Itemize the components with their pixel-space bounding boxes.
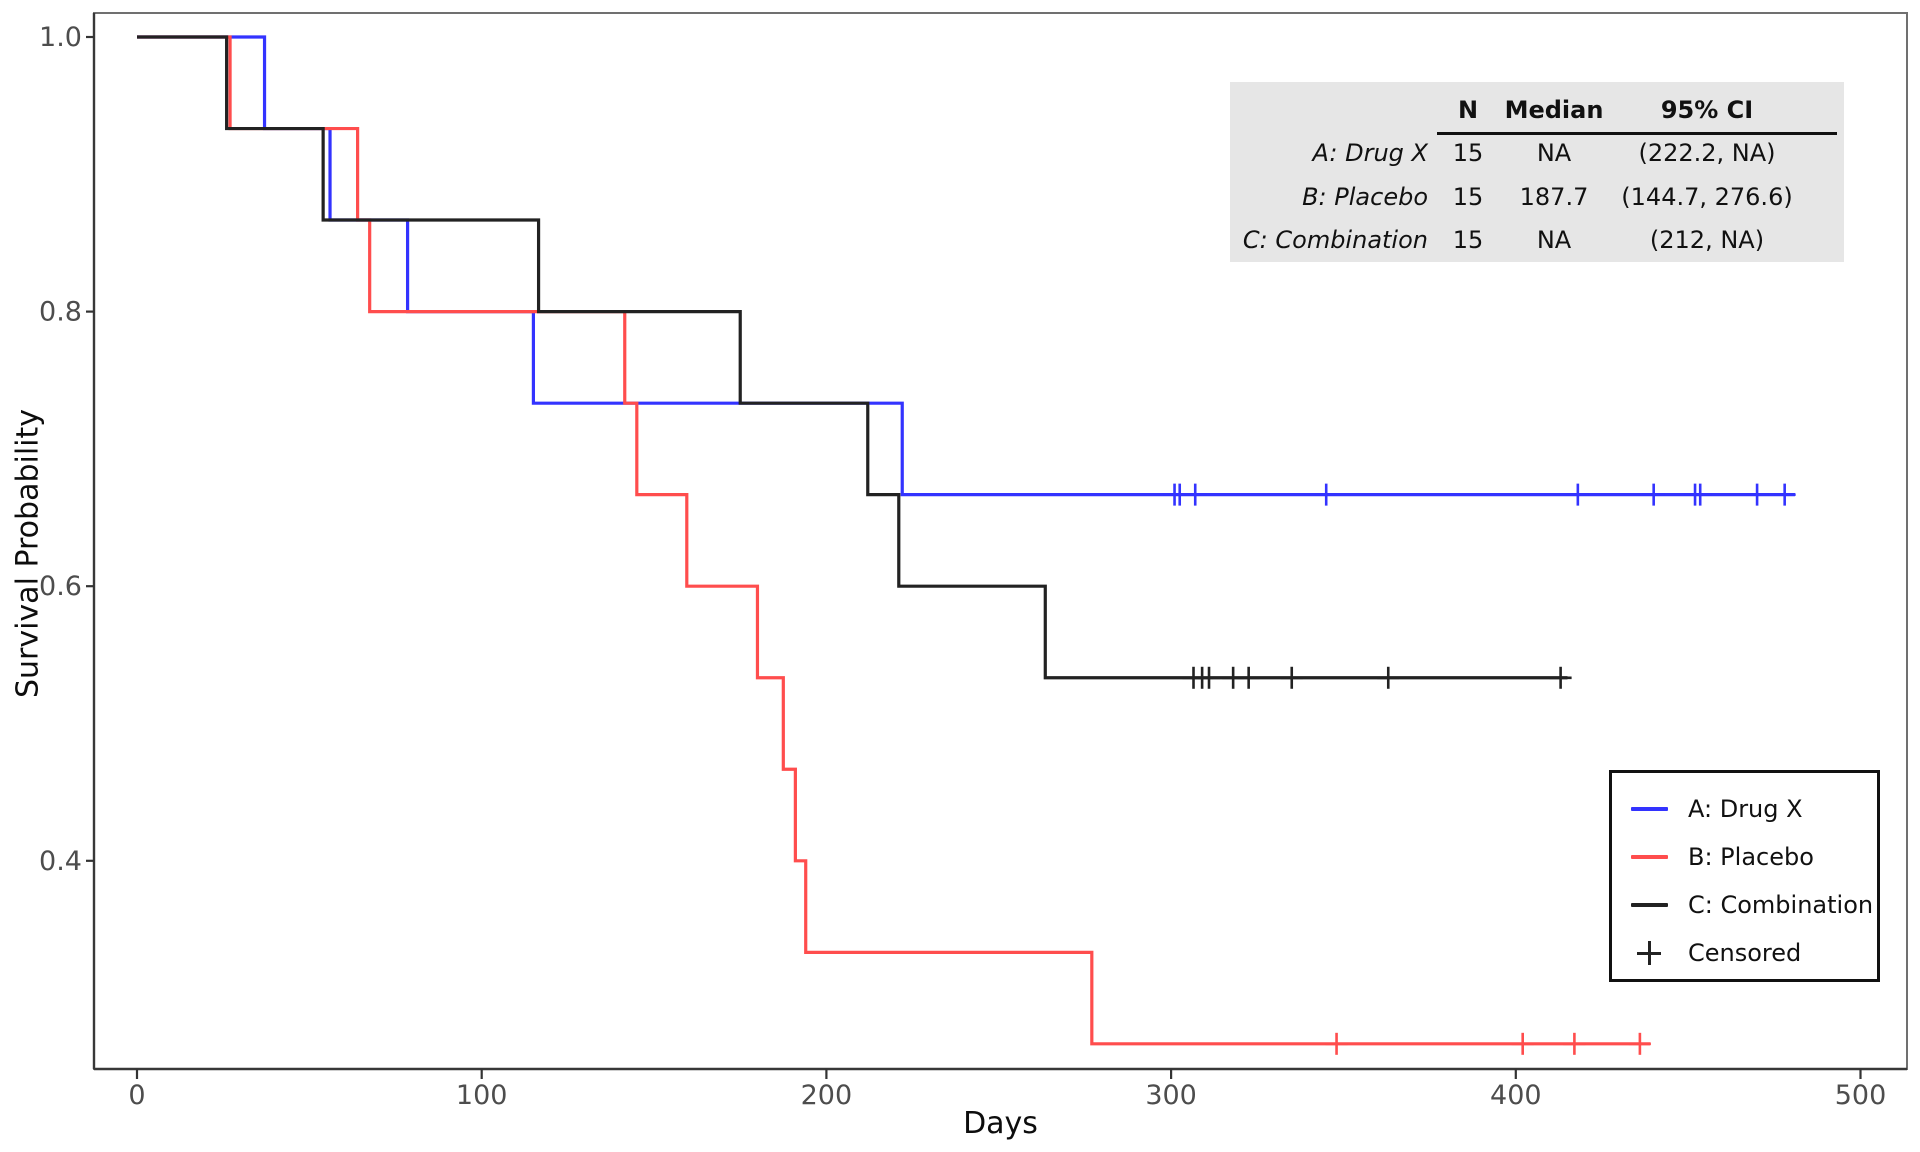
stats-row-label: C: Combination <box>1242 226 1428 255</box>
stats-col-n: N <box>1457 95 1479 124</box>
legend-item-combination: C: Combination <box>1612 881 1877 929</box>
x-axis-title: Days <box>963 1106 1038 1141</box>
stats-n-value: 15 <box>1452 139 1484 168</box>
survival-curve-b-placebo <box>137 35 1651 1046</box>
legend-label: Censored <box>1688 939 1802 967</box>
legend-item-drug-x: A: Drug X <box>1612 785 1877 833</box>
legend-label: B: Placebo <box>1688 843 1814 871</box>
stats-median-value: NA <box>1536 226 1572 255</box>
x-tick-label: 200 <box>801 1080 853 1111</box>
y-axis-title: Survival Probability <box>10 408 46 699</box>
survival-stats-table: N Median 95% CI A: Drug X 15 NA (222.2, … <box>1230 82 1844 262</box>
y-tick-label: 0.4 <box>39 846 82 877</box>
stats-header-rule <box>1437 132 1837 135</box>
stats-row-label: A: Drug X <box>1312 139 1428 168</box>
y-tick-label: 0.8 <box>39 297 82 328</box>
censored-plus-icon <box>1636 940 1662 966</box>
stats-col-median: Median <box>1504 95 1604 124</box>
x-tick-label: 400 <box>1490 1080 1542 1111</box>
x-tick-label: 100 <box>456 1080 508 1111</box>
stats-ci-value: (144.7, 276.6) <box>1621 182 1793 211</box>
y-tick-label: 0.6 <box>39 571 82 602</box>
legend-label: A: Drug X <box>1688 795 1803 823</box>
placebo-line-swatch <box>1631 855 1668 859</box>
stats-col-ci: 95% CI <box>1660 95 1754 124</box>
stats-row-label: B: Placebo <box>1302 182 1428 211</box>
legend-item-placebo: B: Placebo <box>1612 833 1877 881</box>
stats-col-spacer <box>1230 88 1428 132</box>
legend-item-censored: Censored <box>1612 929 1877 977</box>
combination-line-swatch <box>1631 903 1668 907</box>
x-tick-label: 300 <box>1145 1080 1197 1111</box>
drug-x-line-swatch <box>1631 807 1668 811</box>
x-tick-label: 500 <box>1835 1080 1887 1111</box>
legend-label: C: Combination <box>1688 891 1874 919</box>
y-tick-label: 1.0 <box>39 22 82 53</box>
stats-n-value: 15 <box>1452 182 1484 211</box>
stats-n-value: 15 <box>1452 226 1484 255</box>
stats-ci-value: (222.2, NA) <box>1638 139 1776 168</box>
stats-ci-value: (212, NA) <box>1649 226 1765 255</box>
survival-curve-a-drug-x <box>137 35 1796 497</box>
stats-median-value: NA <box>1536 139 1572 168</box>
stats-median-value: 187.7 <box>1519 182 1589 211</box>
survival-curve-c-combination <box>137 35 1568 680</box>
legend-box: A: Drug X B: Placebo C: Combination Cens… <box>1609 770 1880 982</box>
x-tick-label: 0 <box>128 1080 145 1111</box>
